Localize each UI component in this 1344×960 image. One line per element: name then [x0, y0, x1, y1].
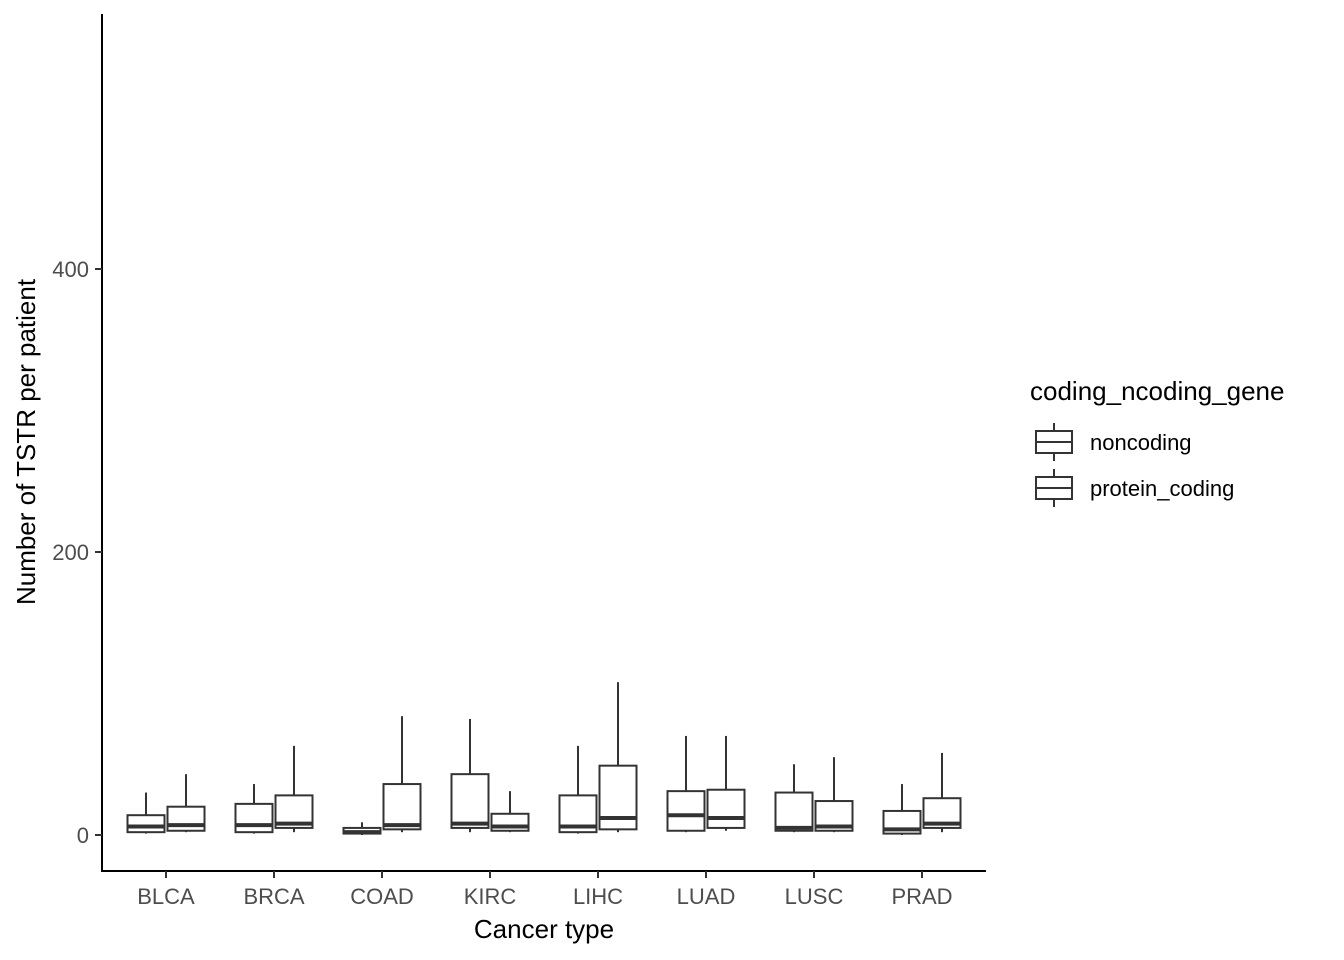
box-protein_coding-COAD — [382, 716, 422, 833]
legend-label: protein_coding — [1090, 476, 1234, 501]
box-noncoding-BLCA — [126, 792, 166, 834]
box-body — [234, 802, 274, 834]
x-tick-label: LUAD — [677, 884, 736, 909]
box-protein_coding-BRCA — [274, 745, 314, 833]
x-tick-label: LUSC — [785, 884, 844, 909]
box-protein_coding-PRAD — [922, 752, 962, 833]
x-tick-label: PRAD — [891, 884, 952, 909]
y-axis-title: Number of TSTR per patient — [11, 278, 41, 605]
y-tick-label: 0 — [77, 823, 89, 848]
x-axis-title: Cancer type — [474, 914, 614, 944]
box-body — [666, 790, 706, 832]
x-tick-label: LIHC — [573, 884, 623, 909]
box-noncoding-PRAD — [882, 784, 922, 835]
y-tick-label: 400 — [52, 257, 89, 282]
legend-key-protein_coding: protein_coding — [1035, 469, 1234, 507]
box-body — [774, 791, 814, 832]
box-protein_coding-LIHC — [598, 682, 638, 833]
box-noncoding-BRCA — [234, 784, 274, 834]
box-body — [166, 805, 206, 832]
box-protein_coding-BLCA — [166, 774, 206, 833]
box-noncoding-LIHC — [558, 745, 598, 834]
box-body — [450, 773, 490, 829]
x-tick-label: BLCA — [137, 884, 195, 909]
box-body — [126, 814, 166, 834]
legend-keys: noncoding protein_coding — [1035, 423, 1234, 507]
x-tick-label: KIRC — [464, 884, 517, 909]
y-tick-label: 200 — [52, 540, 89, 565]
legend-label: noncoding — [1090, 430, 1192, 455]
box-noncoding-COAD — [342, 822, 382, 835]
box-noncoding-KIRC — [450, 718, 490, 833]
x-ticks: BLCA BRCA COAD KIRC LIHC LUAD LUSC PRAD — [137, 871, 953, 909]
box-protein_coding-LUAD — [706, 735, 746, 831]
legend: coding_ncoding_gene noncoding protein_cod… — [1030, 376, 1284, 507]
box-protein_coding-KIRC — [490, 791, 530, 833]
legend-title: coding_ncoding_gene — [1030, 376, 1284, 406]
box-protein_coding-LUSC — [814, 757, 854, 833]
legend-key-noncoding: noncoding — [1035, 423, 1192, 461]
x-tick-label: COAD — [350, 884, 414, 909]
x-tick-label: BRCA — [243, 884, 304, 909]
box-body — [706, 788, 746, 829]
boxes-layer — [126, 682, 962, 835]
axes-layer — [101, 14, 986, 872]
y-ticks: 0 200 400 — [52, 257, 102, 848]
box-noncoding-LUAD — [666, 735, 706, 833]
box-noncoding-LUSC — [774, 764, 814, 833]
box-body — [382, 783, 422, 831]
